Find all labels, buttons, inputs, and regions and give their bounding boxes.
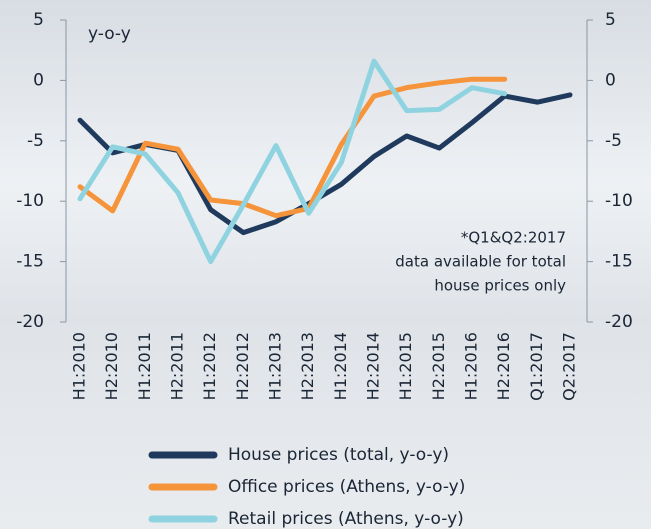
y2-tick-label: 0 — [605, 70, 616, 90]
x-tick-label: H2:2015 — [429, 332, 448, 400]
y2-tick-label: 5 — [605, 10, 616, 30]
x-tick-label: Q1:2017 — [527, 332, 546, 401]
x-tick-label: H1:2011 — [135, 332, 154, 400]
y-annotation: y-o-y — [88, 24, 131, 44]
legend-label: Retail prices (Athens, y-o-y) — [228, 509, 464, 529]
x-tick-label: H2:2013 — [298, 332, 317, 400]
x-tick-label: Q2:2017 — [560, 332, 579, 401]
y-tick-label: -20 — [16, 312, 44, 332]
note: house prices only — [434, 277, 566, 295]
note: data available for total — [395, 253, 566, 271]
note: *Q1&Q2:2017 — [461, 229, 566, 247]
y-tick-label: 5 — [33, 10, 44, 30]
y-tick-label: -10 — [16, 191, 44, 211]
legend-label: Office prices (Athens, y-o-y) — [228, 477, 465, 497]
x-tick-label: H2:2011 — [168, 332, 187, 400]
y2-tick-label: -20 — [605, 312, 633, 332]
x-tick-label: H1:2010 — [70, 332, 89, 400]
x-tick-label: H1:2014 — [331, 332, 350, 400]
y-tick-label: -5 — [27, 131, 44, 151]
x-tick-label: H2:2012 — [233, 332, 252, 400]
y-tick-label: -15 — [16, 252, 44, 272]
y2-tick-label: -15 — [605, 252, 633, 272]
x-tick-label: H2:2010 — [102, 332, 121, 400]
chart: y-o-y *Q1&Q2:2017 data available for tot… — [0, 0, 651, 529]
x-tick-label: H1:2013 — [266, 332, 285, 400]
y-tick-label: 0 — [33, 70, 44, 90]
x-tick-label: H1:2015 — [396, 332, 415, 400]
legend-label: House prices (total, y-o-y) — [228, 445, 449, 465]
x-tick-label: H1:2016 — [462, 332, 481, 400]
y2-tick-label: -10 — [605, 191, 633, 211]
x-tick-label: H2:2016 — [494, 332, 513, 400]
y2-tick-label: -5 — [605, 131, 622, 151]
x-tick-label: H2:2014 — [364, 332, 383, 400]
x-tick-label: H1:2012 — [200, 332, 219, 400]
